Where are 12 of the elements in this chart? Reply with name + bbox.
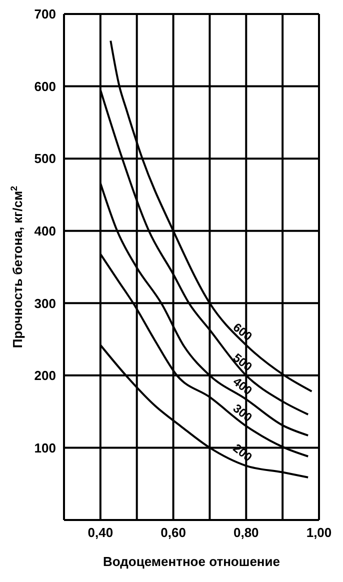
x-tick-label: 0,60 [160, 525, 186, 540]
y-tick-label: 300 [34, 296, 56, 311]
x-tick-label: 0,40 [88, 525, 114, 540]
y-tick-label: 700 [34, 6, 56, 22]
y-tick-label: 200 [34, 368, 56, 384]
y-tick-label: 100 [34, 440, 56, 456]
x-tick-label: 1,00 [306, 525, 332, 540]
y-tick-label: 400 [34, 223, 56, 238]
y-tick-label: 600 [34, 78, 56, 94]
x-axis-title: Водоцементное отношение [102, 554, 280, 569]
y-tick-label: 500 [34, 151, 56, 166]
x-tick-label: 0,80 [233, 525, 259, 540]
